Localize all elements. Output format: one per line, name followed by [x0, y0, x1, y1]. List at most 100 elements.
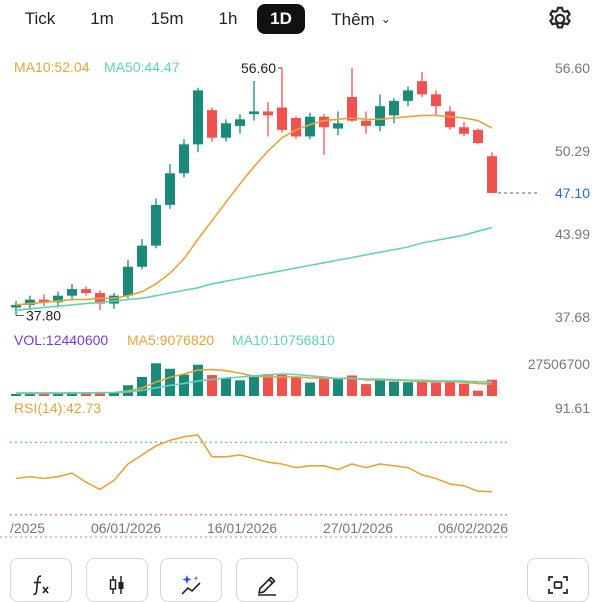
- volume-ma5-legend: MA5:9076820: [127, 332, 214, 348]
- high-price-label: 56.60: [241, 60, 276, 76]
- candle-body: [263, 111, 273, 116]
- candle-type-button[interactable]: [86, 558, 148, 602]
- candle-body: [53, 295, 63, 303]
- candle-body: [235, 119, 245, 126]
- last-price-label: 47.10: [555, 185, 590, 201]
- function-fx-icon: [33, 575, 49, 596]
- candles: [11, 68, 497, 316]
- candle-body: [333, 123, 343, 129]
- tab-1h[interactable]: 1h: [218, 9, 238, 28]
- sparkle-chart-icon: [181, 575, 201, 595]
- gear-icon: [549, 6, 571, 29]
- candle-body: [347, 96, 357, 121]
- tab-1m[interactable]: 1m: [90, 9, 114, 28]
- candle-body: [375, 106, 385, 126]
- tab-tick[interactable]: Tick: [24, 9, 56, 28]
- pencil-icon: [258, 576, 276, 596]
- volume-bar: [249, 377, 259, 396]
- rsi-legend: RSI(14):42.73: [14, 400, 101, 416]
- candle-body: [39, 299, 49, 303]
- volume-bar: [207, 375, 217, 396]
- candle-body: [67, 289, 77, 296]
- volume-bar: [67, 392, 77, 396]
- low-price-label: 37.80: [26, 307, 61, 323]
- volume-bar: [445, 381, 455, 396]
- volume-bar: [109, 392, 119, 396]
- volume-bar: [431, 382, 441, 396]
- volume-bar: [487, 379, 497, 396]
- candle-body: [459, 127, 469, 134]
- candle-body: [179, 144, 189, 174]
- date-axis-label: /2025: [10, 520, 45, 536]
- volume-axis-label: 27506700: [528, 356, 591, 372]
- chart-toolbar: [0, 558, 600, 602]
- candle-body: [319, 116, 329, 128]
- candle-body: [151, 204, 161, 246]
- volume-bar: [459, 383, 469, 396]
- ma10-line: [15, 114, 493, 306]
- candle-body: [137, 245, 147, 267]
- candle-body: [431, 94, 441, 107]
- volume-ma10-line: [16, 373, 492, 394]
- volume-bar: [403, 382, 413, 396]
- volume-bar: [417, 381, 427, 396]
- volume-bar: [389, 381, 399, 396]
- price-axis-label: 37.68: [555, 309, 590, 325]
- stock-chart[interactable]: 56.60 50.29 43.99 37.68 56.60 37.80 47.10 MA10:…: [0, 40, 600, 545]
- volume-bar: [375, 380, 385, 396]
- price-axis-label: 56.60: [555, 60, 590, 76]
- candlestick-icon: [109, 576, 124, 594]
- candle-body: [81, 289, 91, 294]
- date-axis-label: 27/01/2026: [323, 520, 393, 536]
- candle-body: [25, 299, 35, 305]
- date-axis-label: 16/01/2026: [207, 520, 277, 536]
- volume-bar: [179, 374, 189, 396]
- volume-bar: [305, 382, 315, 396]
- volume-bar: [25, 392, 35, 396]
- volume-bar: [81, 391, 91, 396]
- candle-body: [277, 107, 287, 130]
- price-axis-label: 50.29: [555, 143, 590, 159]
- tab-15m[interactable]: 15m: [150, 9, 184, 28]
- tab-more[interactable]: Thêm ⌄: [316, 4, 406, 34]
- candle-body: [291, 118, 301, 137]
- volume-bar: [291, 377, 301, 396]
- volume-bar: [53, 393, 63, 396]
- rsi-line: [15, 434, 493, 493]
- ai-chart-button[interactable]: [160, 558, 222, 602]
- candle-body: [389, 100, 399, 116]
- ma50-line: [15, 226, 493, 311]
- volume-bar: [319, 378, 329, 396]
- candle-body: [109, 295, 119, 304]
- date-axis-label: 06/01/2026: [91, 520, 161, 536]
- candle-body: [305, 116, 315, 137]
- candle-body: [473, 129, 483, 144]
- volume-bar: [221, 377, 231, 396]
- date-axis-label: 06/02/2026: [438, 520, 508, 536]
- ma10-legend: MA10:52.04: [14, 59, 90, 75]
- timeframe-tabs: Tick 1m 15m 1h 1D Thêm ⌄: [0, 0, 600, 36]
- rsi-axis-label: 91.61: [555, 400, 590, 416]
- tab-more-label: Thêm: [331, 10, 375, 29]
- volume-bar: [277, 374, 287, 396]
- volume-bar: [137, 376, 147, 396]
- volume-bar: [151, 363, 161, 396]
- volume-legend: VOL:12440600: [14, 332, 108, 348]
- candle-body: [207, 110, 217, 138]
- candle-body: [403, 90, 413, 101]
- volume-ma10-legend: MA10:10756810: [232, 332, 335, 348]
- candle-body: [487, 156, 497, 194]
- candle-body: [221, 123, 231, 138]
- indicator-button[interactable]: [10, 558, 72, 602]
- settings-button[interactable]: [545, 4, 575, 34]
- volume-bar: [347, 375, 357, 396]
- candle-body: [361, 120, 371, 126]
- tab-1d[interactable]: 1D: [257, 4, 305, 34]
- screenshot-button[interactable]: [527, 558, 589, 602]
- draw-button[interactable]: [236, 558, 298, 602]
- candle-body: [417, 81, 427, 95]
- candle-body: [11, 304, 21, 308]
- volume-bar: [235, 380, 245, 396]
- ma50-legend: MA50:44.47: [104, 59, 180, 75]
- volume-bar: [263, 374, 273, 396]
